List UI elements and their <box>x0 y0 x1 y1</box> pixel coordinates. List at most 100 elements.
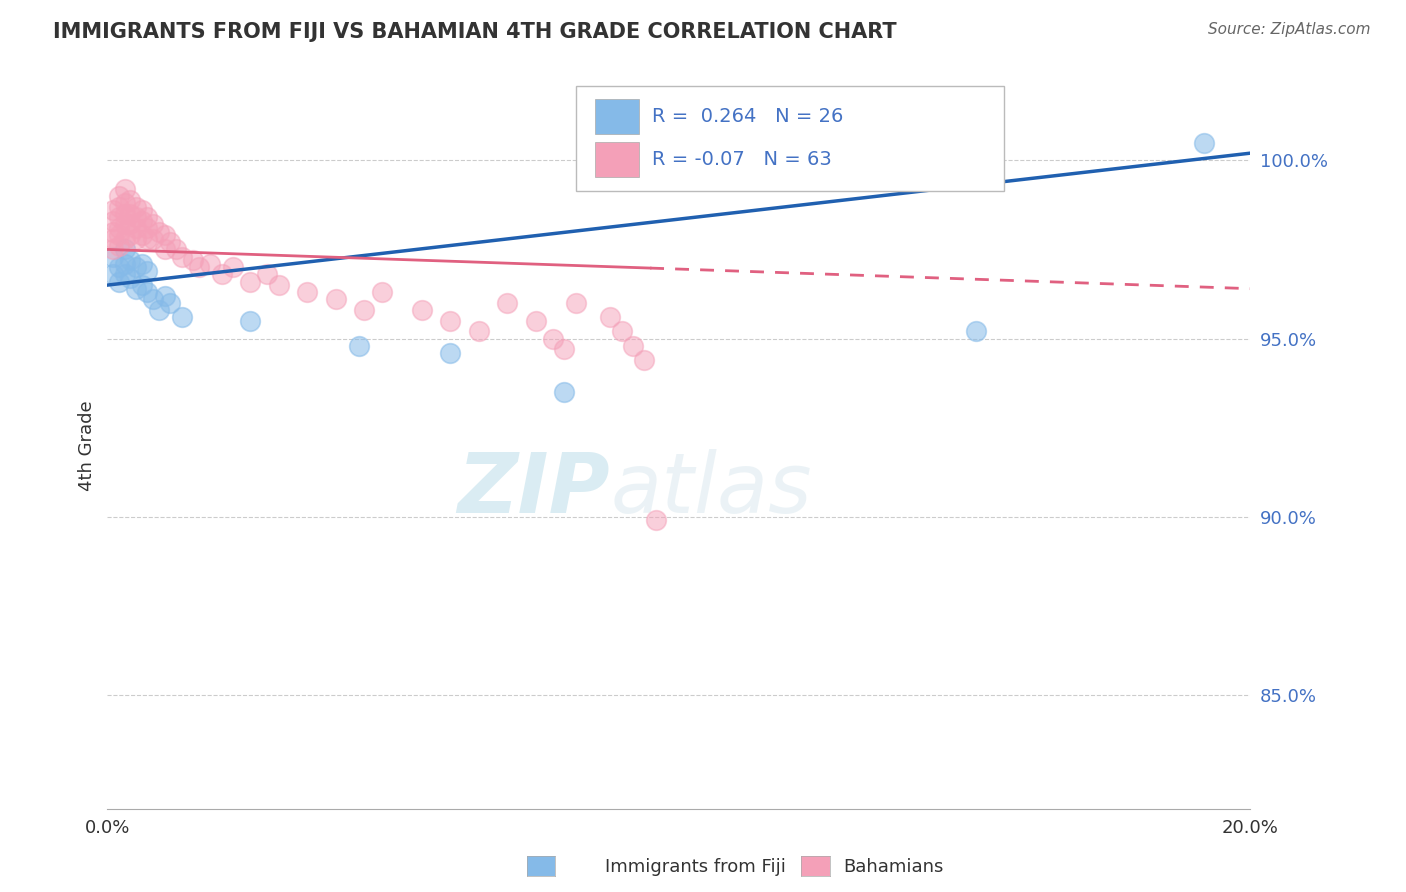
Point <box>148 303 170 318</box>
Point <box>114 207 136 221</box>
Point <box>131 278 153 293</box>
Point <box>222 260 245 275</box>
Point <box>136 211 159 225</box>
Point <box>114 182 136 196</box>
Point <box>125 200 148 214</box>
Point <box>610 325 633 339</box>
Point <box>644 513 666 527</box>
Point <box>108 260 131 275</box>
Text: atlas: atlas <box>610 449 811 530</box>
Point <box>200 257 222 271</box>
Point <box>187 260 209 275</box>
Point <box>125 221 148 235</box>
Point <box>131 257 153 271</box>
Text: IMMIGRANTS FROM FIJI VS BAHAMIAN 4TH GRADE CORRELATION CHART: IMMIGRANTS FROM FIJI VS BAHAMIAN 4TH GRA… <box>53 22 897 42</box>
Point <box>136 221 159 235</box>
Point <box>353 303 375 318</box>
Text: R = -0.07   N = 63: R = -0.07 N = 63 <box>652 150 832 169</box>
FancyBboxPatch shape <box>576 86 1004 191</box>
Point <box>131 203 153 218</box>
Point <box>125 232 148 246</box>
Point <box>553 385 575 400</box>
Point <box>599 310 621 325</box>
Point <box>114 218 136 232</box>
Point <box>120 218 142 232</box>
Point <box>170 310 193 325</box>
Point <box>153 289 176 303</box>
Text: Immigrants from Fiji: Immigrants from Fiji <box>605 858 786 876</box>
Point <box>142 293 165 307</box>
Point <box>347 339 370 353</box>
Point <box>541 332 564 346</box>
FancyBboxPatch shape <box>595 142 638 178</box>
Point <box>125 211 148 225</box>
Point <box>621 339 644 353</box>
Point <box>101 225 124 239</box>
Point <box>108 189 131 203</box>
Point <box>142 232 165 246</box>
Point <box>114 243 136 257</box>
Point <box>159 235 181 250</box>
Point <box>136 285 159 300</box>
Point <box>114 196 136 211</box>
Point <box>148 225 170 239</box>
Text: Bahamians: Bahamians <box>844 858 943 876</box>
Text: Source: ZipAtlas.com: Source: ZipAtlas.com <box>1208 22 1371 37</box>
Point <box>108 200 131 214</box>
Point <box>101 203 124 218</box>
Point <box>108 239 131 253</box>
Point <box>325 293 347 307</box>
Point <box>125 260 148 275</box>
Point <box>633 353 655 368</box>
Point <box>101 232 124 246</box>
Point <box>120 193 142 207</box>
Point <box>120 271 142 285</box>
Point <box>439 346 461 360</box>
Point <box>131 214 153 228</box>
Point <box>108 211 131 225</box>
Text: R =  0.264   N = 26: R = 0.264 N = 26 <box>652 106 844 126</box>
Point <box>239 314 262 328</box>
Point <box>153 243 176 257</box>
Point <box>439 314 461 328</box>
Point <box>120 253 142 268</box>
Point <box>165 243 187 257</box>
Point <box>108 275 131 289</box>
Point <box>142 218 165 232</box>
Point <box>120 207 142 221</box>
Point <box>524 314 547 328</box>
Point <box>411 303 433 318</box>
Point <box>239 275 262 289</box>
Point <box>256 268 278 282</box>
Point <box>114 257 136 271</box>
Point <box>108 228 131 243</box>
Point <box>136 232 159 246</box>
Point <box>267 278 290 293</box>
Point <box>101 243 124 257</box>
Point <box>131 228 153 243</box>
Point <box>136 264 159 278</box>
Point <box>101 214 124 228</box>
Point <box>114 232 136 246</box>
Point <box>114 268 136 282</box>
Point <box>211 268 233 282</box>
Point <box>101 268 124 282</box>
Point <box>153 228 176 243</box>
Text: ZIP: ZIP <box>457 449 610 530</box>
Point <box>159 296 181 310</box>
Point <box>370 285 392 300</box>
Point <box>120 228 142 243</box>
Point <box>553 343 575 357</box>
Point <box>467 325 489 339</box>
Point <box>108 221 131 235</box>
Point <box>565 296 588 310</box>
Point <box>181 253 204 268</box>
Point <box>125 282 148 296</box>
Point <box>1194 136 1216 150</box>
Point <box>170 250 193 264</box>
Point <box>496 296 519 310</box>
Point <box>965 325 987 339</box>
FancyBboxPatch shape <box>595 99 638 134</box>
Point <box>297 285 319 300</box>
Y-axis label: 4th Grade: 4th Grade <box>79 401 96 491</box>
